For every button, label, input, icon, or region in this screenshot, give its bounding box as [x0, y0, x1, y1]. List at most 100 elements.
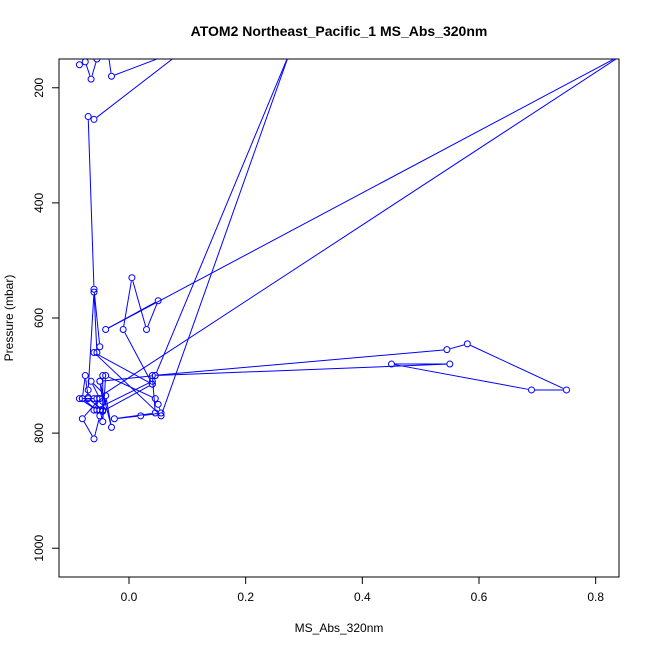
- data-point: [75, 61, 83, 69]
- x-tick-label: 0.6: [471, 590, 488, 604]
- data-point: [119, 326, 127, 334]
- data-point: [151, 409, 159, 417]
- data-point: [128, 274, 136, 282]
- data-point: [90, 435, 98, 443]
- series-line-segment: [147, 303, 158, 327]
- data-point: [148, 377, 156, 385]
- series-line-segment: [95, 401, 99, 408]
- data-point: [78, 395, 86, 403]
- data-point: [528, 386, 535, 394]
- series-line-segment: [108, 301, 156, 329]
- x-axis-label: MS_Abs_320nm: [295, 621, 384, 635]
- series-line-segment: [158, 363, 447, 376]
- data-point: [87, 377, 95, 385]
- data-point: [446, 360, 454, 368]
- plot-series: [75, 59, 617, 443]
- data-point: [99, 418, 107, 426]
- series-line-segment: [117, 412, 152, 419]
- x-tick-label: 0.2: [237, 590, 254, 604]
- data-point: [93, 406, 101, 414]
- y-axis: 200 400 600 800 1000: [32, 77, 59, 562]
- series-line-segment: [85, 65, 91, 76]
- series-line-segment: [99, 59, 617, 398]
- y-tick-label: 400: [32, 193, 46, 213]
- data-point: [137, 412, 145, 420]
- x-tick-label: 0.8: [587, 590, 604, 604]
- data-point: [93, 59, 101, 63]
- series-line-segment: [96, 382, 150, 409]
- series-line-segment: [105, 385, 150, 411]
- data-point: [87, 75, 95, 83]
- data-point: [102, 326, 110, 334]
- series-line-segment: [96, 353, 150, 383]
- series-line-segment: [470, 344, 564, 389]
- data-point: [100, 59, 105, 60]
- series-line-segment: [87, 295, 95, 387]
- data-point: [78, 415, 86, 423]
- series-line-segment: [108, 59, 112, 73]
- data-point: [93, 395, 101, 403]
- data-point: [75, 395, 83, 403]
- data-point: [96, 377, 104, 385]
- data-point: [154, 297, 162, 305]
- data-point: [90, 285, 98, 293]
- x-tick-label: 0.4: [354, 590, 371, 604]
- x-tick-label: 0.0: [121, 590, 138, 604]
- y-tick-label: 200: [32, 77, 46, 97]
- series-line-segment: [114, 59, 159, 76]
- y-tick-label: 600: [32, 308, 46, 328]
- data-point: [154, 400, 162, 408]
- series-line-segment: [83, 421, 93, 437]
- series-line-segment: [82, 400, 95, 409]
- series-line-segment: [161, 59, 288, 413]
- data-point: [90, 349, 98, 357]
- series-line-segment: [96, 354, 159, 414]
- data-point: [108, 423, 115, 431]
- series-line-segment: [91, 62, 97, 76]
- data-point: [563, 386, 570, 394]
- series-line-segment: [124, 332, 152, 382]
- series-line-segment: [90, 400, 101, 409]
- series-line-segment: [394, 364, 529, 390]
- data-point: [81, 59, 89, 66]
- data-point: [84, 386, 92, 394]
- x-axis: 0.0 0.2 0.4 0.6 0.8: [121, 577, 604, 604]
- data-point: [108, 72, 115, 80]
- data-point: [90, 115, 98, 123]
- series-line-segment: [450, 344, 465, 350]
- data-point: [84, 113, 92, 121]
- data-point: [110, 415, 118, 423]
- data-point: [90, 288, 98, 296]
- data-point: [151, 395, 159, 403]
- series-line-segment: [93, 292, 100, 344]
- y-tick-label: 800: [32, 423, 46, 443]
- data-point: [148, 380, 156, 388]
- data-point: [106, 59, 111, 60]
- data-point: [90, 406, 98, 414]
- series-line-segment: [94, 419, 100, 436]
- series-line-segment: [96, 59, 174, 118]
- series-line-segment: [82, 378, 86, 396]
- series-layer: [75, 59, 617, 443]
- series-line-segment: [100, 413, 103, 419]
- series-line-segment: [85, 378, 89, 395]
- data-point: [99, 372, 107, 380]
- data-point: [151, 372, 159, 380]
- series-line-segment: [144, 412, 158, 416]
- data-point: [96, 343, 104, 351]
- chart-title: ATOM2 Northeast_Pacific_1 MS_Abs_320nm: [191, 23, 488, 39]
- data-point: [157, 412, 165, 420]
- data-point: [388, 360, 395, 368]
- data-point: [143, 326, 150, 334]
- series-line-segment: [158, 407, 161, 410]
- y-tick-label: 1000: [32, 535, 46, 562]
- data-point: [99, 397, 107, 405]
- y-axis-label: Pressure (mbar): [2, 275, 16, 362]
- series-line-segment: [132, 280, 147, 327]
- data-point: [81, 372, 89, 380]
- series-line-segment: [87, 120, 95, 286]
- data-point: [463, 340, 471, 348]
- series-line-segment: [93, 295, 98, 350]
- series-line-segment: [155, 349, 444, 376]
- data-point: [102, 372, 110, 380]
